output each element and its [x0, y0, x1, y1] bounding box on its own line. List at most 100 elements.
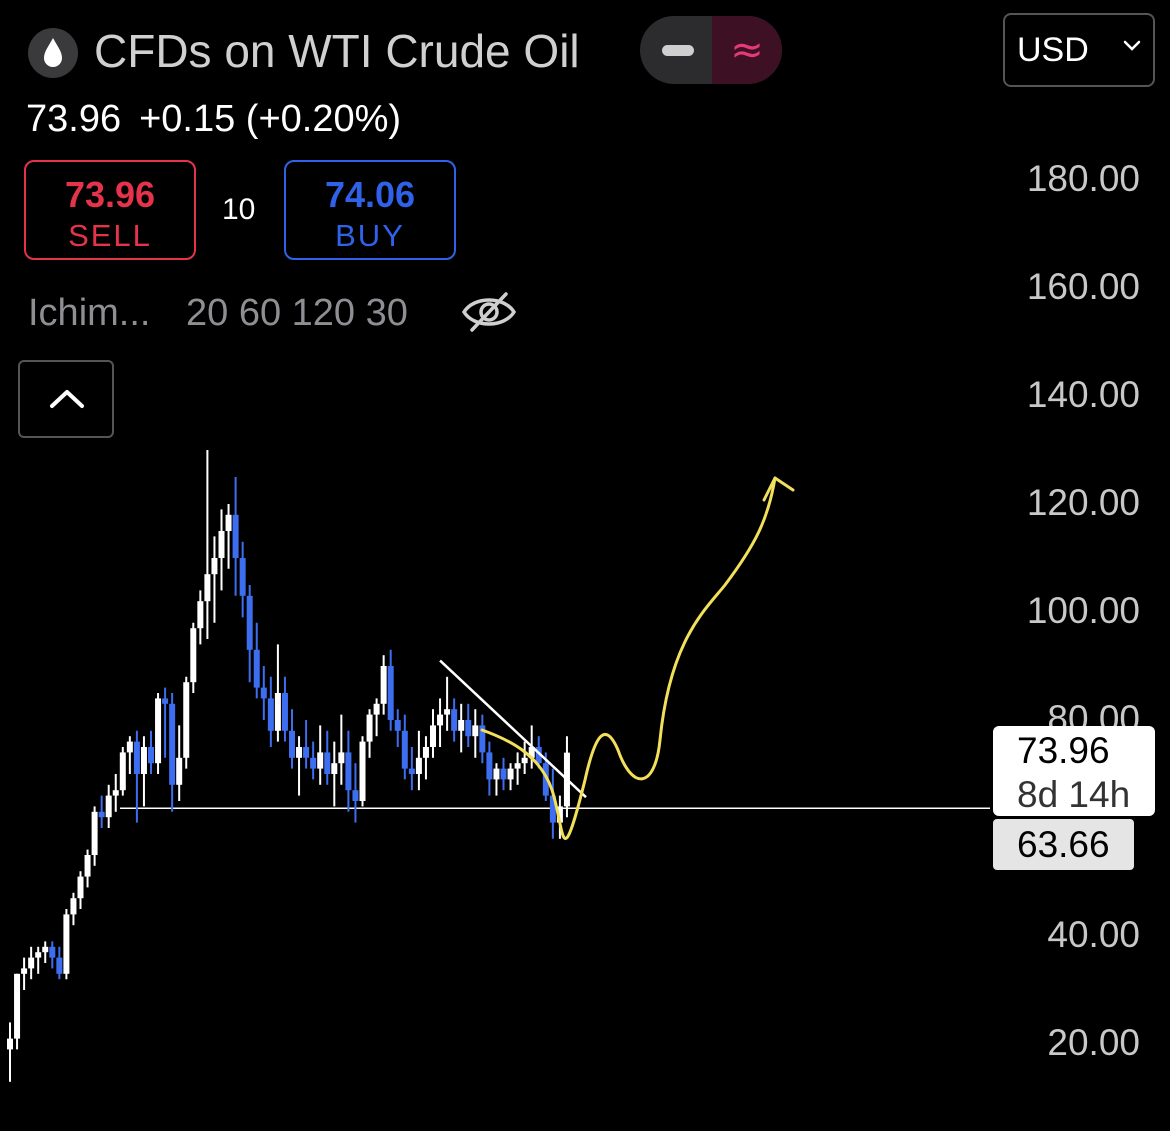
candle-body	[521, 757, 528, 764]
candle	[267, 676, 274, 747]
candle-body	[317, 752, 324, 769]
candle-body	[169, 703, 176, 785]
candle-body	[148, 747, 154, 764]
candle-body	[218, 531, 225, 558]
chart-mode-toggle[interactable]: ≈	[640, 16, 782, 84]
eye-off-icon[interactable]	[460, 288, 518, 336]
current-price-label: 73.96 8d 14h	[993, 726, 1155, 816]
currency-select[interactable]: USD	[1003, 13, 1155, 87]
candle-body	[140, 747, 147, 774]
candle-body	[437, 714, 444, 726]
candle-body	[338, 752, 345, 764]
candle-body	[528, 747, 535, 758]
candle	[387, 649, 394, 731]
sell-button[interactable]: 73.96 SELL	[24, 160, 196, 260]
candle	[274, 644, 281, 742]
candle-body	[183, 682, 190, 758]
candle	[162, 687, 169, 758]
candle-body	[556, 806, 563, 823]
candle	[77, 871, 84, 909]
candle	[415, 730, 422, 791]
approx-wave-icon[interactable]: ≈	[712, 16, 782, 84]
candle-body	[500, 768, 507, 780]
candle	[169, 693, 176, 812]
candle	[155, 693, 162, 774]
candle-body	[63, 914, 70, 974]
candle	[70, 892, 77, 926]
candle	[401, 714, 408, 780]
last-price: 73.96	[26, 98, 122, 140]
candle-body	[126, 741, 133, 753]
candle	[338, 714, 345, 785]
y-tick-label: 40.00	[1047, 914, 1140, 955]
candle	[430, 709, 436, 758]
y-tick-label: 120.00	[1026, 482, 1140, 523]
candle-body	[35, 952, 42, 958]
candle	[232, 477, 239, 596]
chevron-down-icon	[1123, 40, 1141, 51]
candle	[289, 709, 295, 769]
candle	[549, 768, 556, 839]
candle	[190, 622, 197, 693]
trendline	[439, 659, 587, 799]
candle-body	[21, 968, 28, 974]
candle	[140, 736, 147, 807]
candle-body	[98, 811, 105, 818]
candle-body	[514, 763, 521, 769]
candle	[260, 666, 267, 720]
candle	[296, 736, 303, 796]
candle-body	[204, 574, 211, 602]
collapse-button[interactable]	[18, 360, 114, 438]
y-tick-label: 100.00	[1026, 590, 1140, 631]
candle-body	[373, 703, 380, 715]
y-tick-label: 20.00	[1047, 1022, 1140, 1063]
candle-body	[310, 757, 317, 769]
candle-body	[112, 790, 119, 796]
candle-body	[493, 768, 500, 780]
y-tick-label: 140.00	[1026, 374, 1140, 415]
candle	[458, 703, 465, 753]
candle	[408, 747, 415, 791]
candle	[317, 725, 324, 785]
candle	[310, 741, 317, 780]
current-price-value: 73.96	[1017, 730, 1110, 771]
indicator-params[interactable]: 20 60 120 30	[186, 292, 408, 334]
candle-body	[239, 558, 246, 596]
candle	[119, 747, 126, 796]
price-change: +0.15 (+0.20%)	[139, 98, 402, 140]
candle-body	[84, 855, 91, 877]
candle	[373, 698, 380, 737]
candle	[225, 504, 232, 569]
candle-body	[232, 514, 239, 558]
candle	[422, 736, 429, 780]
sell-price: 73.96	[64, 174, 156, 215]
candle-body	[479, 725, 486, 753]
oil-drop-icon	[28, 28, 78, 78]
candle-body	[345, 752, 352, 791]
candle-body	[162, 698, 169, 704]
minus-icon[interactable]	[640, 16, 712, 84]
candle-body	[359, 741, 366, 801]
candle-body	[451, 709, 458, 731]
candle-body	[289, 730, 295, 758]
candle	[35, 946, 42, 974]
candle	[14, 973, 21, 1050]
candle	[42, 941, 49, 963]
candle-body	[380, 666, 387, 704]
candle	[331, 741, 338, 807]
candle-body	[28, 957, 35, 969]
candle	[359, 736, 366, 807]
y-tick-label: 180.00	[1026, 158, 1140, 199]
candle	[500, 757, 507, 791]
candle	[148, 730, 154, 774]
candle	[28, 946, 35, 980]
candle-body	[303, 747, 310, 758]
candle-body	[105, 795, 112, 818]
candle-body	[458, 720, 465, 731]
indicator-name[interactable]: Ichim...	[28, 292, 151, 334]
buy-button[interactable]: 74.06 BUY	[284, 160, 456, 260]
candle-body	[486, 752, 493, 780]
candle-body	[190, 628, 197, 683]
y-tick-label: 160.00	[1026, 266, 1140, 307]
